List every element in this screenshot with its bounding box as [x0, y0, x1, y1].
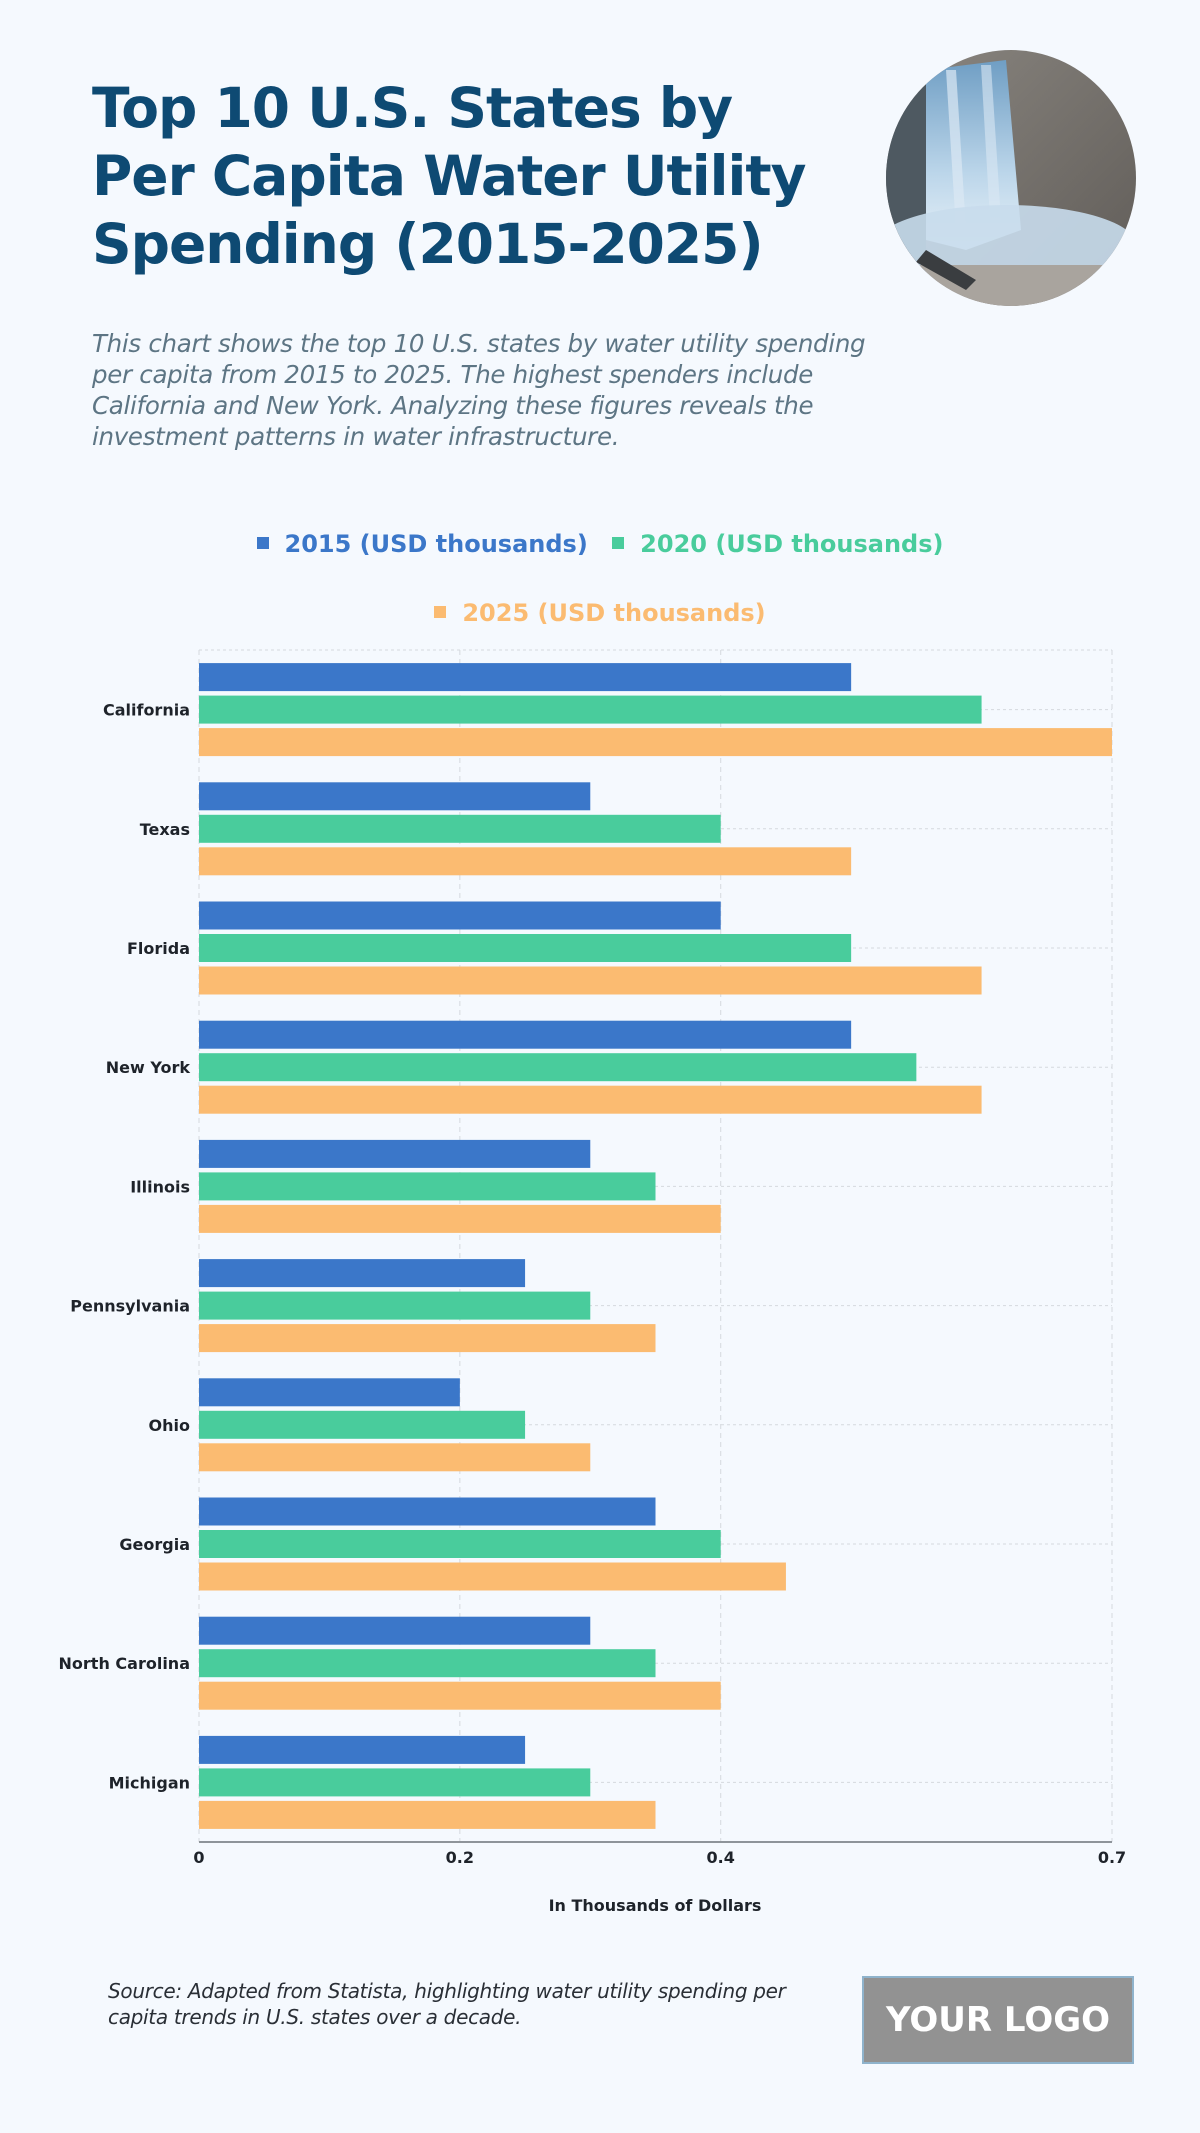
bar-2025-florida[interactable] [199, 966, 982, 995]
legend-swatch [612, 537, 625, 549]
category-label: Pennsylvania [70, 1297, 190, 1316]
chart-description: This chart shows the top 10 U.S. states … [92, 329, 866, 451]
bar-2020-north-carolina[interactable] [199, 1649, 656, 1678]
legend-label: 2015 (USD thousands) [284, 530, 588, 558]
bar-2015-california[interactable] [199, 663, 852, 692]
bar-2020-ohio[interactable] [199, 1410, 526, 1439]
category-label: Florida [127, 939, 190, 958]
x-tick-label: 0 [193, 1848, 204, 1867]
bar-2020-florida[interactable] [199, 934, 852, 962]
category-label: North Carolina [59, 1654, 190, 1673]
legend-swatch [434, 606, 447, 618]
x-tick-labels: 0 0.2 0.4 0.7 [193, 1848, 1126, 1867]
bar-2015-north-carolina[interactable] [199, 1616, 591, 1645]
bars [199, 663, 1112, 1829]
chart-legend-row-2: 2025 (USD thousands) [0, 599, 1200, 627]
legend-label: 2025 (USD thousands) [462, 599, 766, 627]
bar-2020-pennsylvania[interactable] [199, 1291, 591, 1320]
bar-2020-michigan[interactable] [199, 1768, 591, 1797]
bar-2025-illinois[interactable] [199, 1204, 721, 1233]
x-axis-title: In Thousands of Dollars [549, 1896, 762, 1915]
bar-2015-georgia[interactable] [199, 1497, 656, 1526]
legend-item-2015[interactable]: 2015 (USD thousands) [256, 530, 588, 558]
bar-2015-new-york[interactable] [199, 1020, 852, 1049]
bar-2025-california[interactable] [199, 728, 1112, 757]
bar-2020-california[interactable] [199, 695, 982, 724]
x-tick-label: 0.2 [446, 1848, 474, 1867]
bar-2025-michigan[interactable] [199, 1800, 656, 1829]
legend-swatch [256, 537, 269, 549]
category-label: California [103, 701, 190, 720]
chart-legend: 2015 (USD thousands) 2020 (USD thousands… [0, 530, 1200, 558]
bar-2025-ohio[interactable] [199, 1443, 591, 1472]
category-label: Illinois [130, 1177, 190, 1196]
legend-item-2020[interactable]: 2020 (USD thousands) [612, 530, 943, 558]
source-note: Source: Adapted from Statista, highlight… [108, 1979, 786, 2029]
category-label: New York [106, 1058, 191, 1077]
bar-2020-illinois[interactable] [199, 1172, 656, 1201]
bar-2015-pennsylvania[interactable] [199, 1259, 526, 1288]
bar-2020-new-york[interactable] [199, 1053, 917, 1082]
bar-2025-new-york[interactable] [199, 1085, 982, 1114]
bar-2015-ohio[interactable] [199, 1378, 460, 1407]
logo-placeholder: YOUR LOGO [862, 1976, 1134, 2064]
bar-2025-pennsylvania[interactable] [199, 1324, 656, 1353]
bar-2015-florida[interactable] [199, 901, 721, 930]
x-tick-label: 0.4 [707, 1848, 735, 1867]
title-line: Per Capita Water Utility [92, 144, 806, 208]
page-title: Top 10 U.S. States by Per Capita Water U… [92, 74, 852, 278]
waterfall-image-icon [886, 50, 1136, 306]
bar-2015-michigan[interactable] [199, 1735, 526, 1764]
category-label: Michigan [109, 1773, 190, 1792]
x-tick-label: 0.7 [1098, 1848, 1126, 1867]
category-labels: California Texas Florida New York Illinois Pe… [59, 701, 191, 1793]
title-line: Top 10 U.S. States by [92, 76, 733, 140]
bar-2025-georgia[interactable] [199, 1562, 786, 1591]
legend-item-2025[interactable]: 2025 (USD thousands) [434, 599, 766, 627]
bar-2025-texas[interactable] [199, 847, 852, 876]
legend-label: 2020 (USD thousands) [640, 530, 944, 558]
category-label: Georgia [119, 1535, 190, 1554]
bar-2015-illinois[interactable] [199, 1139, 591, 1168]
category-label: Texas [140, 820, 190, 839]
bar-2020-georgia[interactable] [199, 1530, 721, 1558]
bar-2015-texas[interactable] [199, 782, 591, 811]
category-label: Ohio [149, 1416, 190, 1435]
bar-2025-north-carolina[interactable] [199, 1681, 721, 1710]
title-line: Spending (2015-2025) [92, 212, 764, 276]
waterfall-photo [886, 50, 1136, 306]
bar-chart: California Texas Florida New York Illinois Pe… [59, 649, 1126, 1915]
bar-2020-texas[interactable] [199, 814, 721, 843]
